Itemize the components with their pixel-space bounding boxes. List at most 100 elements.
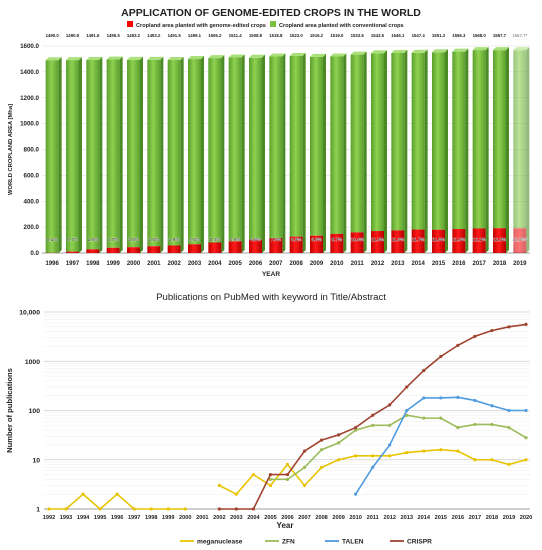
total-label: 1499.1: [188, 33, 202, 38]
total-label: 1518.8: [269, 33, 283, 38]
total-label: 1506.2: [208, 33, 222, 38]
percent-label: 3.5%: [149, 237, 159, 242]
data-point: [183, 507, 187, 511]
data-point: [115, 492, 119, 496]
total-label: 1556.3: [452, 33, 466, 38]
bar-top-cap: [391, 49, 408, 53]
data-point: [371, 413, 375, 417]
data-point: [371, 454, 375, 458]
bar-group: [289, 52, 306, 253]
bar-genome-edited: [269, 238, 283, 253]
bar-side: [262, 54, 265, 254]
bar-conventional: [411, 52, 425, 230]
percent-label: 3.9%: [169, 237, 179, 242]
percent-label: 2.7%: [108, 237, 118, 242]
bar-group: [45, 57, 62, 254]
percent-label: 9.7%: [332, 237, 342, 242]
bar-group: [493, 47, 509, 253]
bar-group: [513, 47, 530, 253]
bar-side: [201, 56, 204, 253]
bar-conventional: [391, 52, 405, 231]
x-tick-label: 2014: [411, 261, 425, 267]
x-tick-label: 2015: [432, 261, 446, 267]
data-point: [524, 436, 528, 440]
x-tick-label: 2006: [249, 261, 263, 267]
bar-genome-edited: [452, 229, 466, 253]
total-label: 1491.5: [168, 33, 182, 38]
bar-side: [343, 53, 347, 254]
bar-conventional: [452, 51, 466, 230]
bar-top-cap: [249, 54, 265, 58]
bar-top-cap: [289, 52, 306, 56]
bar-conventional: [310, 56, 323, 236]
y-tick-label: 100: [29, 408, 41, 415]
bar-genome-edited: [391, 230, 405, 253]
bar-group: [127, 56, 143, 254]
x-tick-label: 1998: [145, 515, 157, 521]
total-label: 1523.0: [290, 33, 304, 38]
x-tick-label: 1999: [106, 261, 120, 267]
data-point: [354, 425, 358, 430]
bar-side: [323, 53, 326, 253]
legend-swatch-genome-edited: [127, 21, 133, 27]
data-point: [149, 507, 153, 511]
x-tick-label: 2005: [264, 515, 276, 521]
percent-label: 11.3%: [391, 237, 404, 242]
x-tick-label: 2017: [472, 261, 486, 267]
data-point: [490, 422, 494, 427]
x-tick-label: 2020: [520, 515, 532, 521]
data-point: [132, 507, 136, 511]
data-point: [490, 404, 494, 408]
bar-genome-edited: [86, 249, 100, 253]
data-point: [524, 408, 528, 413]
data-point: [98, 507, 102, 511]
x-tick-label: 2007: [298, 515, 310, 521]
data-point: [251, 472, 256, 477]
bar-side: [424, 49, 428, 253]
x-tick-label: 1998: [86, 261, 100, 267]
bar-genome-edited: [208, 242, 222, 253]
legend-label-crispr: CRISPR: [407, 539, 432, 546]
bar-genome-edited: [371, 231, 384, 253]
x-tick-label: 2009: [310, 261, 324, 267]
x-axis-label: Year: [277, 521, 294, 530]
percent-label: 12.2%: [493, 237, 506, 242]
percent-label: 0.7%: [67, 237, 77, 242]
bar-genome-edited: [289, 236, 303, 253]
data-point: [473, 398, 477, 403]
total-label: 1547.4: [412, 33, 426, 38]
bar-top-cap: [472, 47, 489, 51]
data-point: [319, 448, 324, 452]
bar-side: [445, 49, 448, 253]
data-point: [439, 396, 443, 400]
data-point: [388, 454, 392, 458]
data-point: [302, 449, 307, 453]
bar-conventional: [45, 60, 59, 253]
data-point: [388, 423, 392, 427]
x-tick-label: 2012: [383, 515, 395, 521]
data-point: [217, 507, 221, 511]
bar-conventional: [289, 55, 303, 237]
percent-label: 8.3%: [291, 237, 301, 242]
percent-label: 4.5%: [189, 237, 199, 242]
bar-top-cap: [86, 57, 103, 61]
total-label: 1508.8: [249, 33, 263, 38]
data-point: [405, 450, 409, 455]
total-label: 1493.2: [127, 33, 141, 38]
x-tick-label: 2003: [230, 515, 242, 521]
data-point: [81, 492, 85, 496]
y-tick-label: 10: [32, 457, 40, 464]
bar-group: [391, 49, 408, 253]
x-tick-label: 2005: [228, 261, 242, 267]
bar-genome-edited: [228, 241, 242, 253]
bar-side: [526, 47, 530, 253]
bar-side: [140, 56, 143, 254]
data-point: [337, 458, 341, 462]
bar-side: [221, 55, 225, 253]
y-tick-label: 1600.0: [20, 43, 39, 50]
bar-genome-edited: [493, 228, 506, 253]
x-tick-label: 1999: [162, 515, 174, 521]
x-tick-label: 2016: [452, 515, 464, 521]
bar-side: [241, 54, 245, 254]
data-point: [422, 449, 426, 453]
